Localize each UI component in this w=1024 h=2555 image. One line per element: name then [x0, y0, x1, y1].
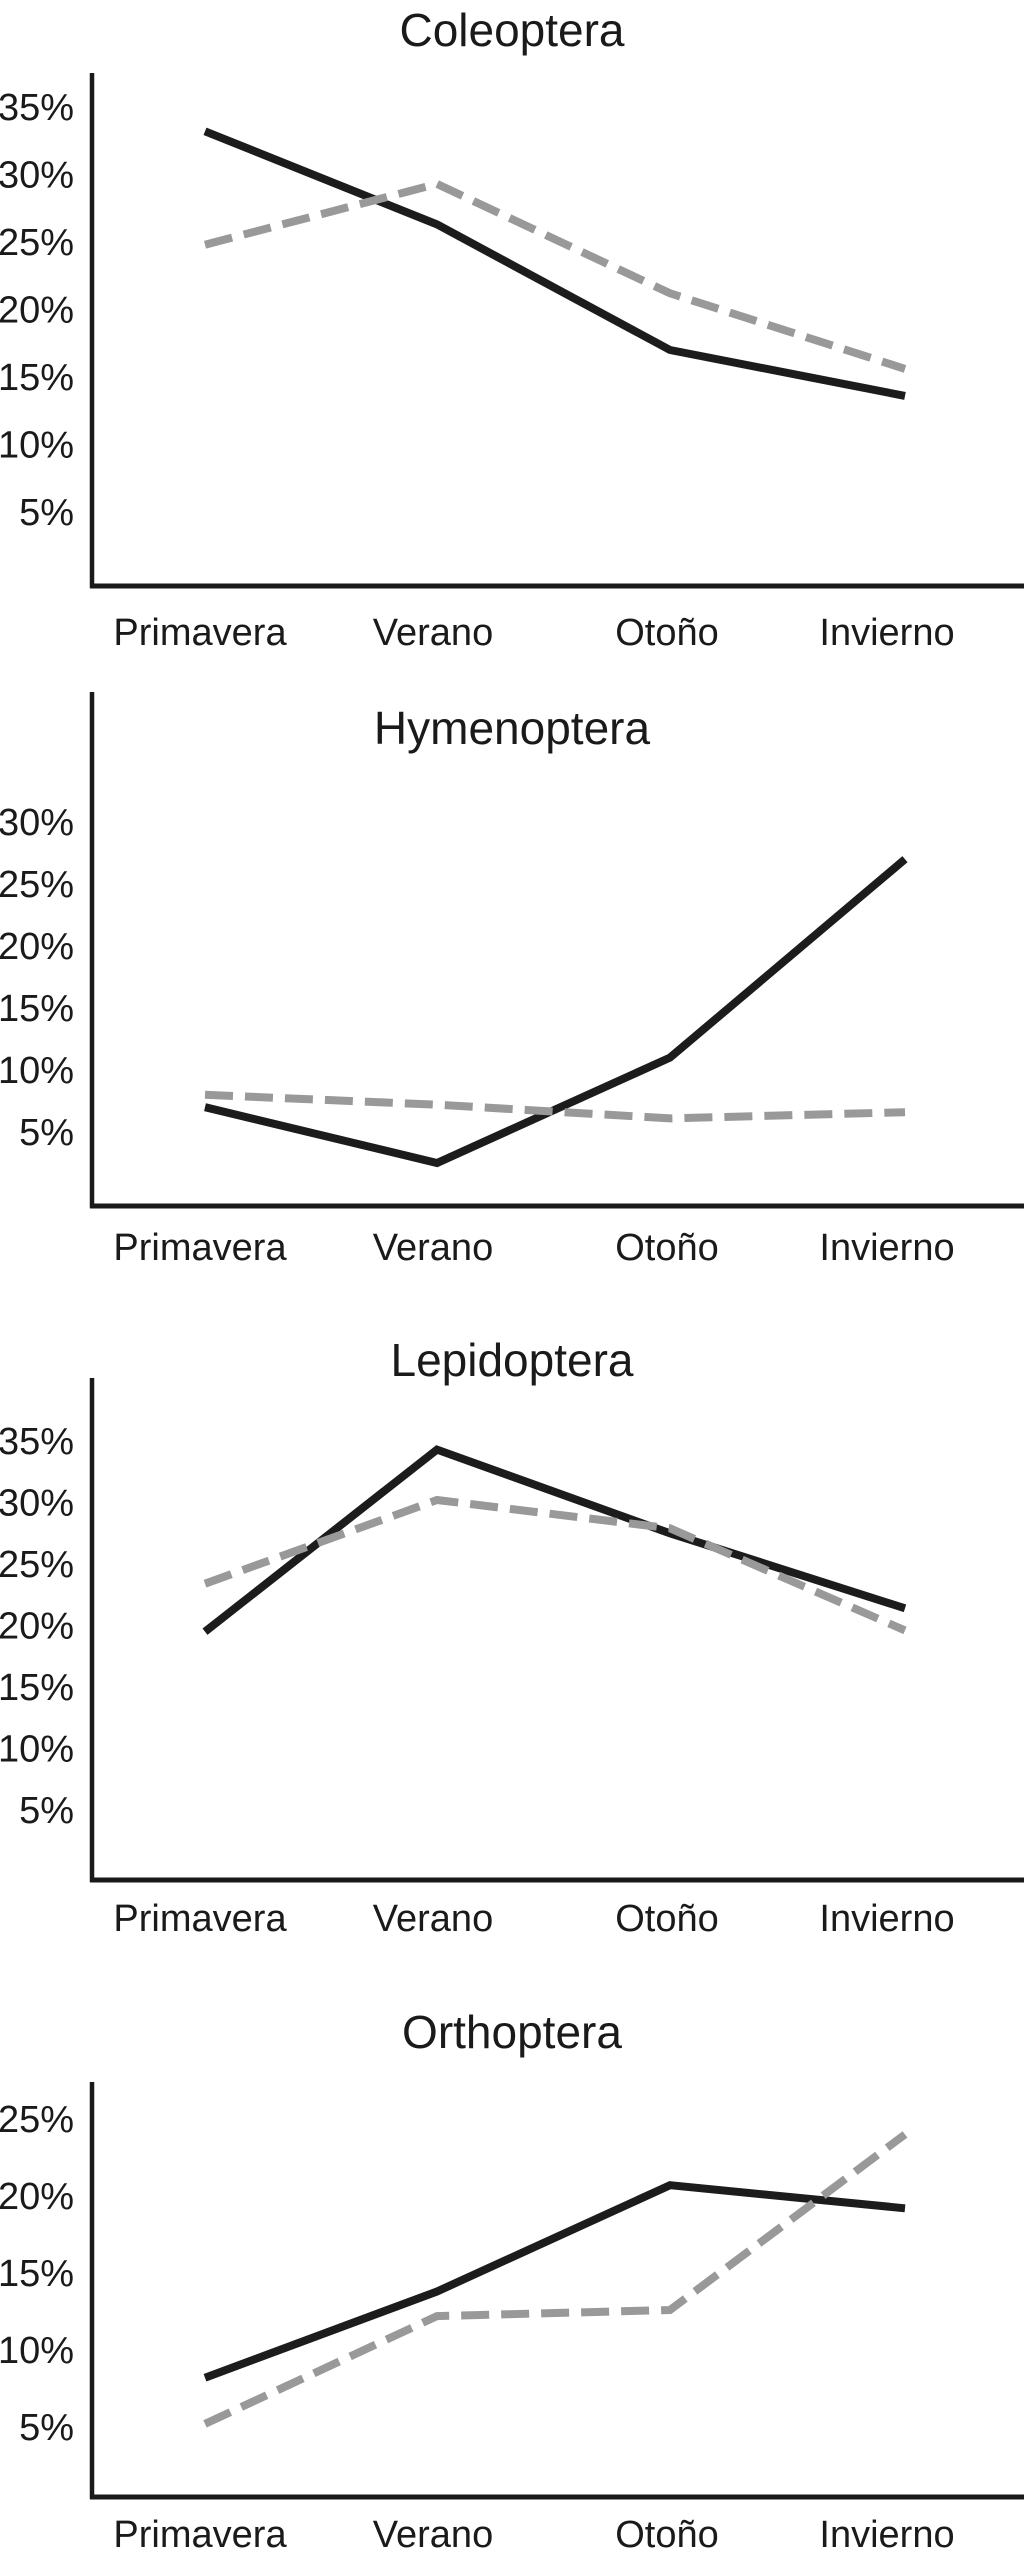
chart-title-orthoptera: Orthoptera	[402, 2006, 622, 2058]
series-line-solid	[204, 856, 908, 1168]
y-axis-tick-label: 25%	[0, 2099, 74, 2141]
y-axis-tick-label: 15%	[0, 2253, 74, 2295]
series-line-dashed	[203, 179, 907, 373]
y-axis-tick-label: 10%	[0, 2330, 74, 2372]
y-axis-tick-label: 20%	[0, 290, 74, 332]
y-axis-tick-label: 30%	[0, 155, 74, 197]
chart-lepidoptera: 35% 30% 25% 20% 15% 10% 5% Primavera Verano Otoño…	[0, 1378, 1024, 1940]
x-axis-label: Otoño	[615, 612, 719, 654]
y-axis-tick-label: 15%	[0, 357, 74, 399]
chart-title-hymenoptera: Hymenoptera	[373, 702, 651, 754]
y-axis-tick-label: 20%	[0, 1606, 74, 1648]
series-line-dashed	[203, 2131, 908, 2428]
x-axis-label: Otoño	[615, 1227, 719, 1269]
y-axis-tick-label: 25%	[0, 1544, 74, 1586]
y-axis-tick-label: 20%	[0, 2176, 74, 2218]
x-axis-label: Primavera	[113, 2514, 287, 2555]
x-axis-label: Verano	[373, 1898, 493, 1940]
y-axis-tick-label: 15%	[0, 1667, 74, 1709]
y-axis-tick-label: 15%	[0, 988, 74, 1030]
x-axis-label: Invierno	[819, 1898, 954, 1940]
x-axis-label: Primavera	[113, 612, 287, 654]
x-axis-label: Otoño	[615, 1898, 719, 1940]
y-axis-tick-label: 25%	[0, 864, 74, 906]
series-line-solid	[202, 1445, 907, 1635]
series-line-dashed	[204, 1090, 906, 1123]
chart-hymenoptera: 30% 25% 20% 15% 10% 5% Primavera Verano Otoño Inv…	[0, 692, 1024, 1269]
y-axis-tick-label: 10%	[0, 1050, 74, 1092]
x-axis-label: Invierno	[819, 1227, 954, 1269]
y-axis-tick-label: 5%	[19, 1790, 74, 1832]
x-axis-label: Verano	[373, 1227, 493, 1269]
series-line-solid	[203, 127, 906, 400]
x-axis-label: Verano	[373, 2514, 493, 2555]
x-axis-label: Primavera	[113, 1898, 287, 1940]
x-axis-label: Otoño	[615, 2514, 719, 2555]
y-axis-tick-label: 20%	[0, 926, 74, 968]
y-axis-tick-label: 30%	[0, 802, 74, 844]
x-axis-label: Primavera	[113, 1227, 287, 1269]
y-axis-tick-label: 25%	[0, 222, 74, 264]
y-axis-tick-label: 10%	[0, 425, 74, 467]
y-axis-tick-label: 5%	[19, 2407, 74, 2449]
chart-title-lepidoptera: Lepidoptera	[390, 1334, 634, 1386]
y-axis-tick-label: 10%	[0, 1729, 74, 1771]
series-line-dashed	[203, 1495, 907, 1635]
chart-coleoptera: 35% 30% 25% 20% 15% 10% 5% Primavera Verano Otoño…	[0, 73, 1024, 654]
x-axis-label: Verano	[373, 612, 493, 654]
y-axis-tick-label: 35%	[0, 87, 74, 129]
y-axis-tick-label: 35%	[0, 1421, 74, 1463]
y-axis-tick-label: 5%	[19, 1112, 74, 1154]
y-axis-tick-label: 5%	[19, 492, 74, 534]
y-axis-tick-label: 30%	[0, 1483, 74, 1525]
x-axis-label: Invierno	[819, 612, 954, 654]
chart-title-coleoptera: Coleoptera	[399, 4, 625, 56]
chart-orthoptera: 25% 20% 15% 10% 5% Primavera Verano Otoño Invier…	[0, 2082, 1024, 2555]
series-line-solid	[203, 2181, 906, 2382]
x-axis-label: Invierno	[819, 2514, 954, 2555]
